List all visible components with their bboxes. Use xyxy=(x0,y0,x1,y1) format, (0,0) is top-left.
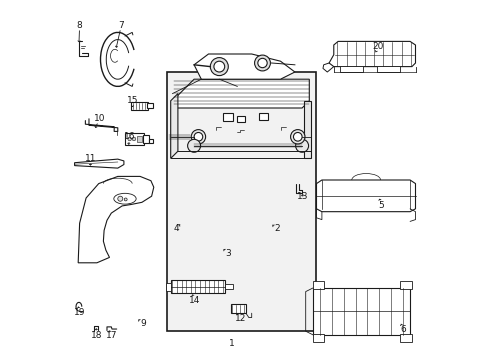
Circle shape xyxy=(254,55,270,71)
FancyBboxPatch shape xyxy=(146,103,153,108)
FancyBboxPatch shape xyxy=(258,113,267,120)
Circle shape xyxy=(118,196,122,201)
Text: 6: 6 xyxy=(399,325,405,334)
Circle shape xyxy=(210,58,228,76)
FancyBboxPatch shape xyxy=(125,133,143,145)
Text: 18: 18 xyxy=(91,331,102,340)
FancyBboxPatch shape xyxy=(167,72,316,331)
Text: 10: 10 xyxy=(94,114,105,123)
Polygon shape xyxy=(170,94,178,158)
FancyBboxPatch shape xyxy=(131,102,148,110)
Circle shape xyxy=(293,132,302,141)
Text: 16: 16 xyxy=(124,132,136,141)
Text: 3: 3 xyxy=(225,249,231,258)
Polygon shape xyxy=(78,176,153,263)
Circle shape xyxy=(290,130,305,144)
Circle shape xyxy=(187,139,200,152)
Text: 4: 4 xyxy=(173,224,179,233)
Circle shape xyxy=(124,198,127,201)
Text: 2: 2 xyxy=(274,224,279,233)
Circle shape xyxy=(257,58,266,68)
Circle shape xyxy=(213,61,224,72)
FancyBboxPatch shape xyxy=(376,66,400,72)
FancyBboxPatch shape xyxy=(142,135,149,143)
FancyBboxPatch shape xyxy=(312,334,324,342)
Polygon shape xyxy=(328,41,415,67)
Polygon shape xyxy=(316,180,415,212)
FancyBboxPatch shape xyxy=(170,280,225,293)
Circle shape xyxy=(295,139,308,152)
FancyBboxPatch shape xyxy=(230,304,245,313)
Text: 5: 5 xyxy=(378,201,384,210)
FancyBboxPatch shape xyxy=(399,334,411,342)
FancyBboxPatch shape xyxy=(223,113,232,121)
Text: 14: 14 xyxy=(189,296,200,305)
Polygon shape xyxy=(75,159,123,168)
FancyBboxPatch shape xyxy=(339,66,363,72)
Text: 8: 8 xyxy=(77,21,82,30)
Text: 9: 9 xyxy=(140,320,145,328)
Polygon shape xyxy=(172,79,309,108)
FancyBboxPatch shape xyxy=(399,281,411,289)
Ellipse shape xyxy=(114,193,136,204)
FancyBboxPatch shape xyxy=(225,284,233,289)
Polygon shape xyxy=(312,288,409,335)
FancyBboxPatch shape xyxy=(312,281,324,289)
Text: 11: 11 xyxy=(84,154,96,163)
Text: 15: 15 xyxy=(127,96,139,105)
FancyBboxPatch shape xyxy=(237,116,244,122)
Text: 17: 17 xyxy=(106,331,118,340)
Polygon shape xyxy=(194,54,294,79)
Text: 19: 19 xyxy=(74,308,85,317)
Circle shape xyxy=(194,132,203,141)
Text: 13: 13 xyxy=(297,192,308,201)
Text: 7: 7 xyxy=(118,21,124,30)
Polygon shape xyxy=(303,101,310,158)
Text: 12: 12 xyxy=(234,314,245,323)
Text: 20: 20 xyxy=(371,42,383,51)
Circle shape xyxy=(191,130,205,144)
Circle shape xyxy=(127,137,131,141)
FancyBboxPatch shape xyxy=(137,136,141,142)
FancyBboxPatch shape xyxy=(148,139,153,143)
Text: 1: 1 xyxy=(228,339,234,348)
FancyBboxPatch shape xyxy=(166,283,171,291)
Circle shape xyxy=(132,137,136,141)
